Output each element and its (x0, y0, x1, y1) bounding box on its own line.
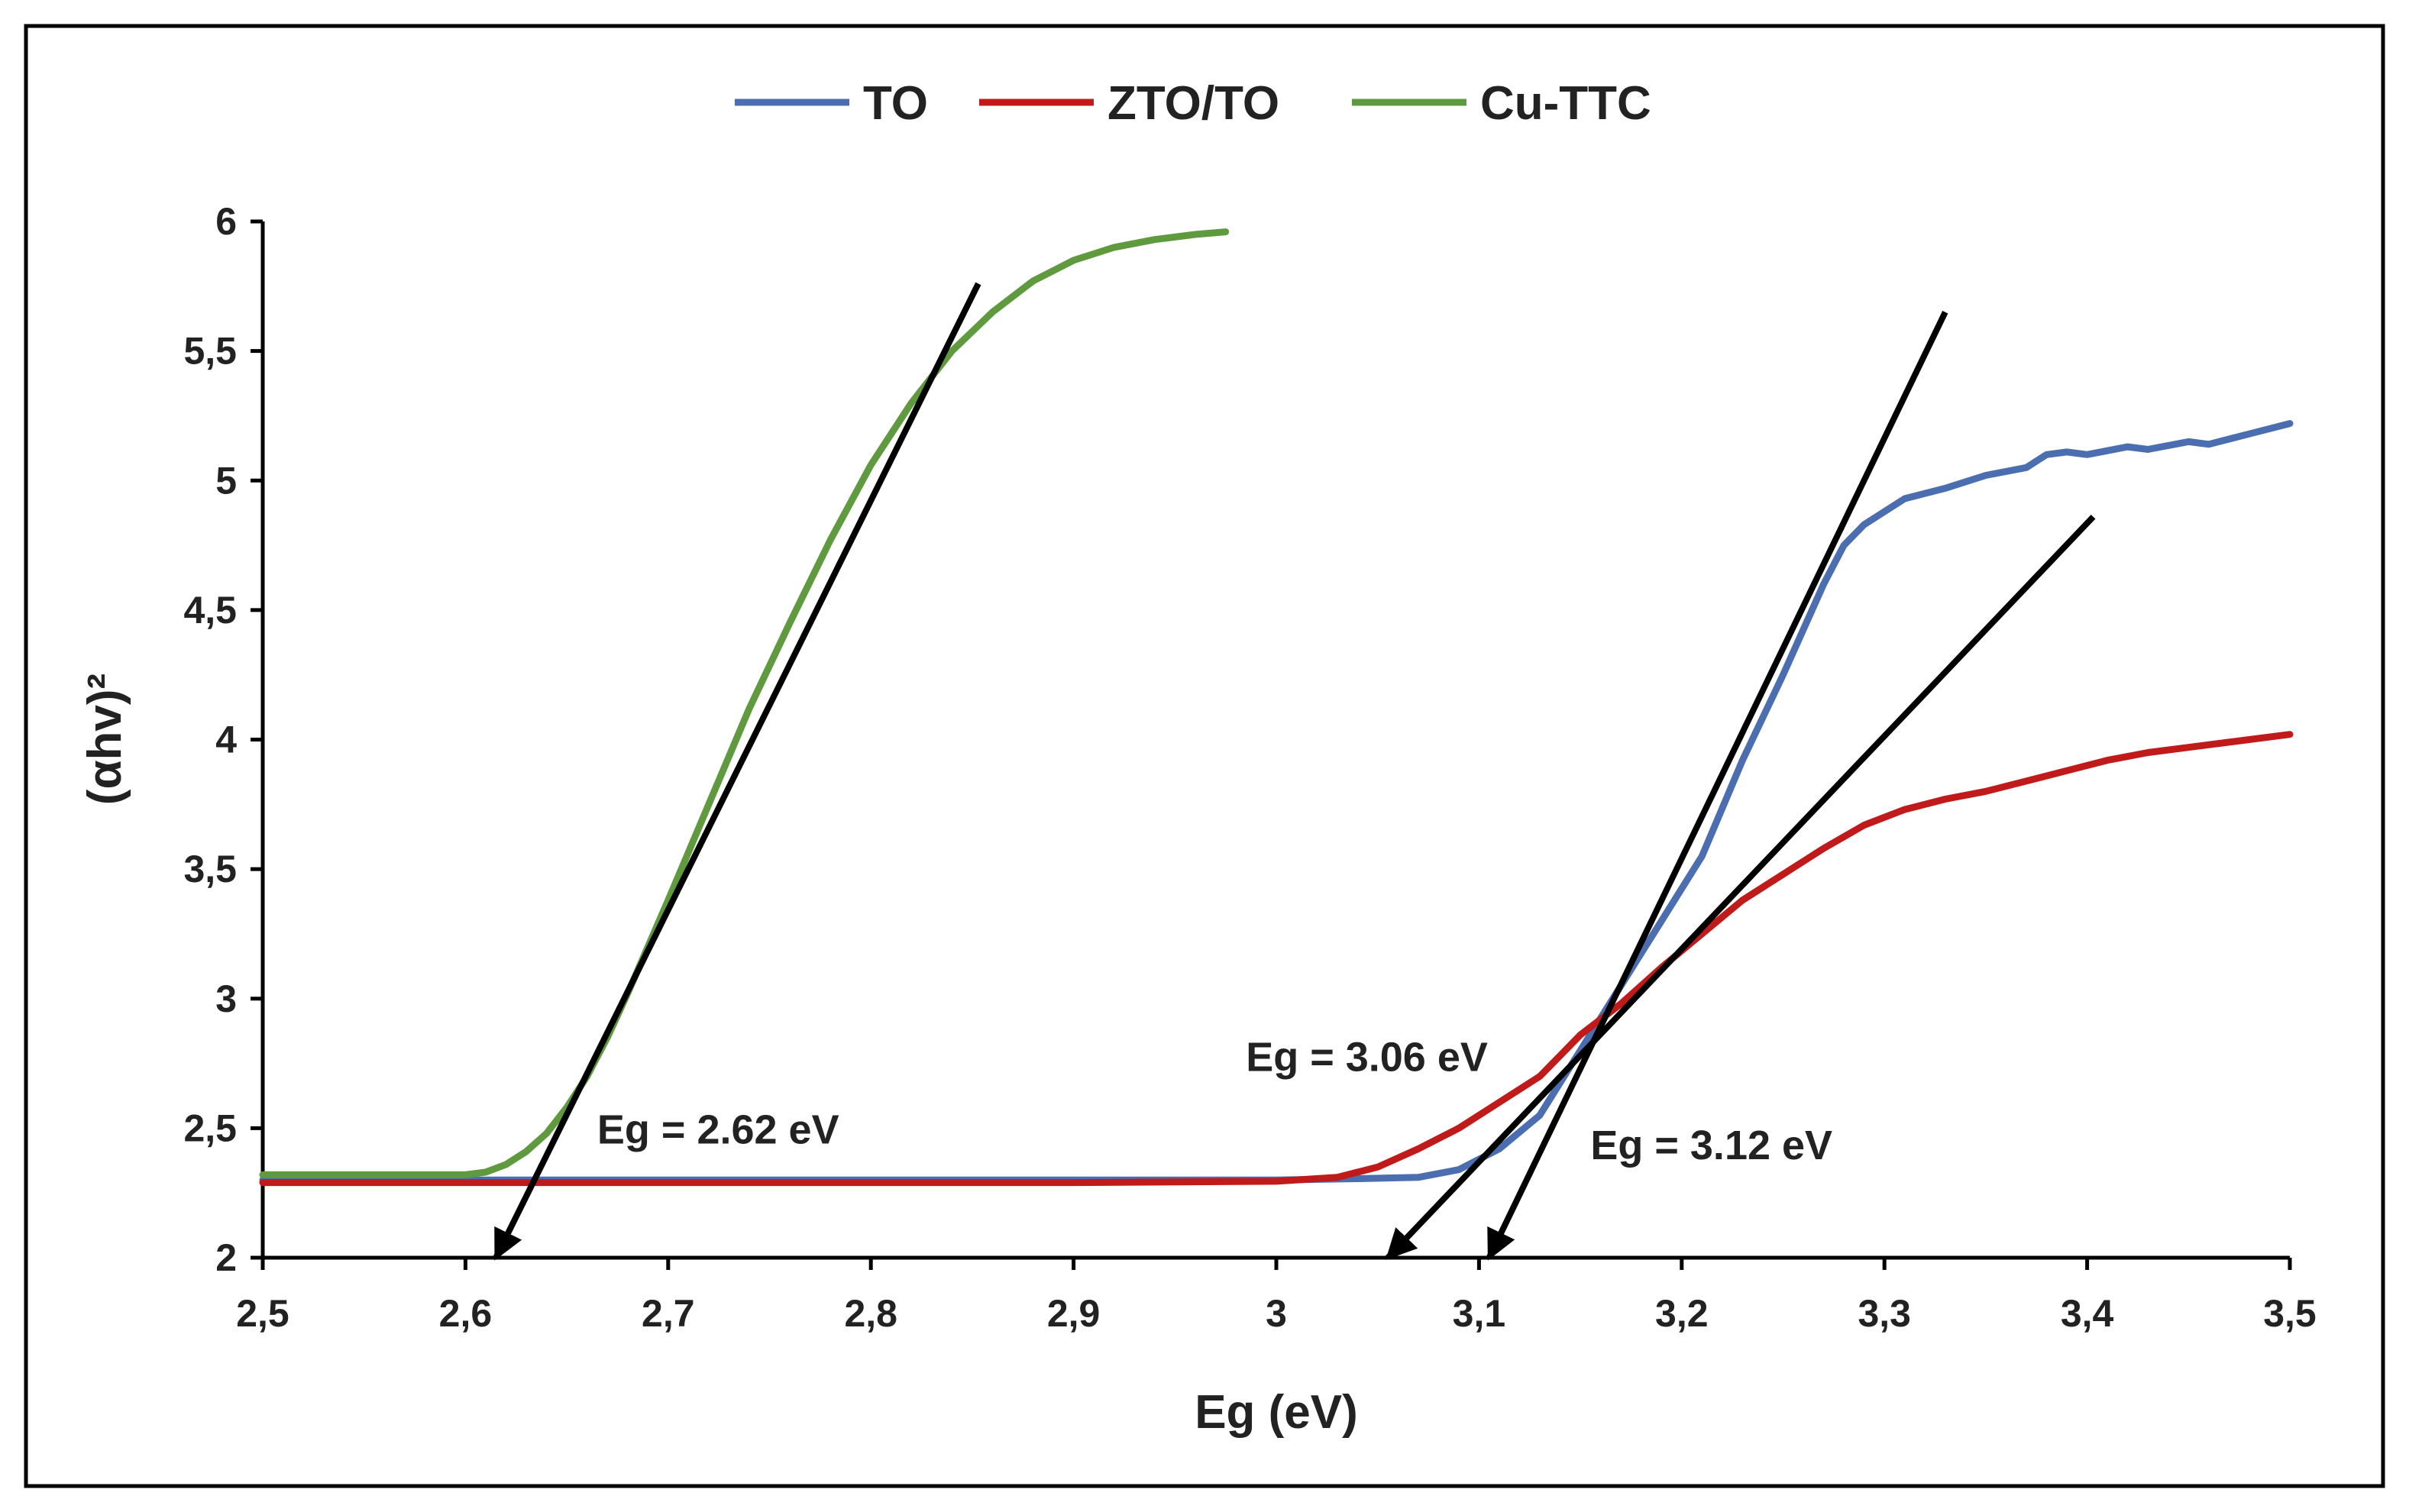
y-tick-label: 2,5 (183, 1107, 237, 1149)
x-tick-label: 3,5 (2263, 1292, 2317, 1335)
tangent-layer (493, 282, 2096, 1261)
x-tick-label: 3,1 (1453, 1292, 1506, 1335)
tangent-cu-ttc (493, 282, 981, 1261)
legend: TO ZTO/TO Cu-TTC (735, 77, 1651, 130)
series-line-zto-to (259, 731, 2294, 1187)
x-tick-label: 2,9 (1047, 1292, 1101, 1335)
x-tick-label: 3,2 (1655, 1292, 1709, 1335)
x-tick-label: 2,8 (844, 1292, 897, 1335)
y-tick-label: 5,5 (183, 330, 237, 373)
x-tick-label: 3,4 (2061, 1292, 2114, 1335)
figure-border (24, 24, 2385, 1488)
annotation-eg-1: Eg = 2.62 eV (597, 1107, 839, 1153)
series-line-to (259, 420, 2294, 1184)
y-tick-label: 4,5 (183, 589, 237, 632)
legend-label: Cu-TTC (1480, 77, 1651, 130)
y-tick-label: 3 (215, 977, 237, 1020)
y-tick-label: 4 (215, 719, 237, 761)
x-tick-label: 3 (1266, 1292, 1287, 1335)
series-layer (259, 228, 2294, 1187)
series-line-cu-ttc (259, 228, 1230, 1178)
y-tick-label: 2 (215, 1236, 237, 1279)
annotation-eg-2: Eg = 3.06 eV (1246, 1035, 1488, 1081)
x-tick-label: 2,7 (642, 1292, 695, 1335)
annotation-eg-3: Eg = 3.12 eV (1590, 1123, 1832, 1168)
y-tick-label: 6 (215, 200, 237, 243)
y-tick-label: 5 (215, 459, 237, 502)
x-tick-label: 2,5 (236, 1292, 289, 1335)
annotation-layer: Eg = 2.62 eV Eg = 3.06 eV Eg = 3.12 eV (597, 1035, 1832, 1168)
x-tick-label: 3,3 (1858, 1292, 1911, 1335)
tangent-zto-to (1386, 514, 2096, 1260)
x-tick-label: 2,6 (439, 1292, 493, 1335)
axes: 2,5 2,6 2,7 2,8 2,9 3 3,1 3,2 3,3 3,4 3,5 2 2,5 3 3,5 4… (79, 200, 2317, 1439)
tangent-to (1486, 310, 1948, 1261)
legend-label: ZTO/TO (1107, 77, 1279, 130)
y-tick-label: 3,5 (183, 848, 237, 890)
y-axis-title: (αhv)² (79, 674, 131, 805)
legend-label: TO (863, 77, 928, 130)
x-axis-title: Eg (eV) (1195, 1386, 1358, 1439)
